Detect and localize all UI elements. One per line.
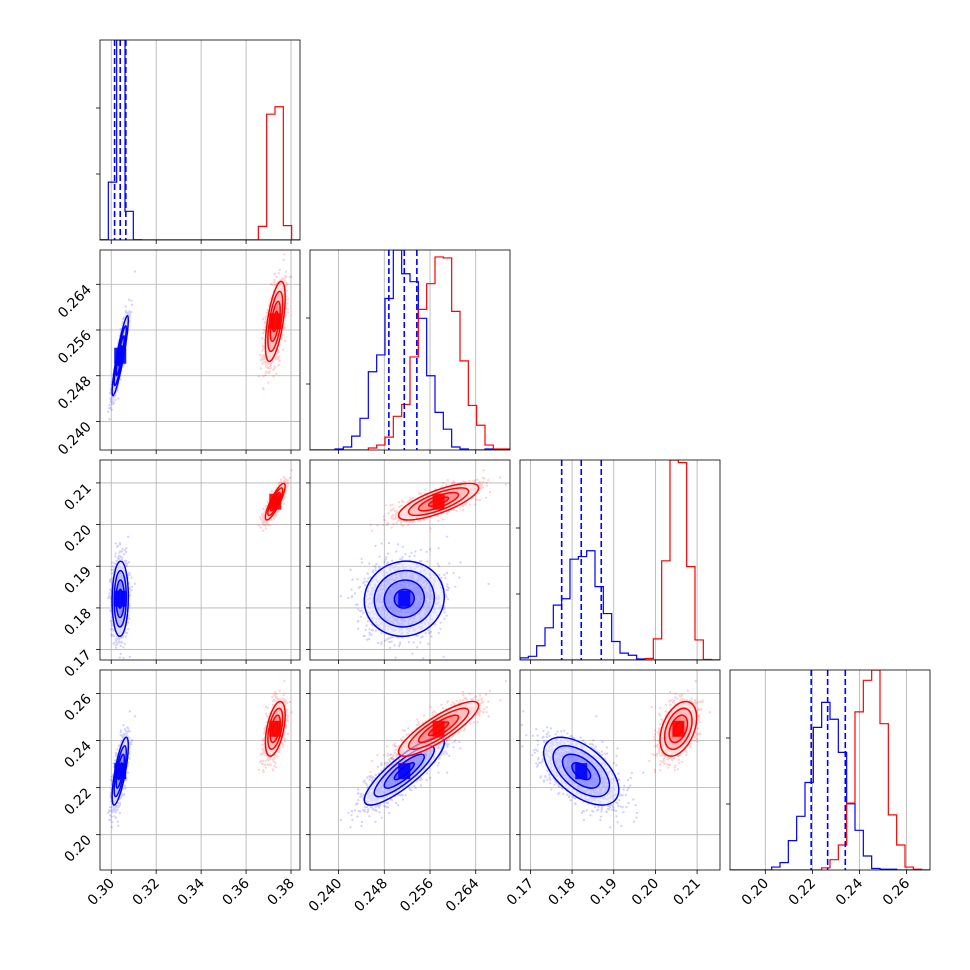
x-tick-label: 0.26	[880, 875, 913, 908]
density-peak	[114, 590, 127, 607]
x-tick-label: 0.20	[629, 876, 662, 909]
y-tick-label: 0.248	[55, 373, 95, 413]
y-tick-label: 0.20	[61, 832, 94, 865]
panel-2-1	[306, 459, 511, 664]
panel-content	[100, 40, 300, 240]
panel-content	[107, 469, 293, 660]
panel-3-0	[96, 669, 301, 874]
x-tick-label: 0.264	[443, 875, 483, 915]
x-tick-label: 0.18	[546, 876, 579, 909]
y-tick-label: 0.22	[61, 785, 94, 818]
x-tick-label: 0.32	[130, 876, 163, 909]
panel-0-0	[96, 39, 301, 244]
y-tick-label: 0.17	[61, 647, 94, 680]
density-peak	[398, 763, 411, 780]
density-peak	[672, 720, 685, 737]
panel-2-0	[96, 459, 301, 664]
panel-frame	[99, 249, 301, 451]
panel-content	[520, 680, 711, 829]
x-tick-label: 0.248	[351, 876, 391, 916]
histogram-0	[520, 550, 720, 660]
histogram-1	[100, 106, 300, 240]
y-tick-label: 0.20	[61, 522, 94, 555]
x-tick-label: 0.17	[504, 876, 537, 909]
panel-content	[107, 253, 293, 421]
x-tick-label: 0.19	[587, 876, 620, 909]
panel-2-2	[516, 459, 721, 664]
panel-content	[730, 670, 930, 870]
x-tick-label: 0.24	[833, 875, 866, 908]
density-peak	[269, 313, 282, 330]
y-tick-label: 0.24	[61, 738, 94, 771]
x-tick-label: 0.240	[306, 876, 346, 916]
x-tick-label: 0.256	[397, 875, 437, 915]
y-tick-label: 0.18	[61, 605, 94, 638]
panel-1-0	[96, 249, 301, 454]
panel-3-3	[726, 669, 931, 874]
panel-content	[310, 250, 510, 450]
density-peak	[114, 763, 127, 780]
panel-frame	[309, 459, 511, 661]
density-peak	[269, 493, 282, 510]
density-peak	[432, 720, 445, 737]
y-tick-label: 0.240	[55, 419, 95, 459]
panel-frame	[99, 669, 301, 871]
density-peak	[398, 590, 411, 607]
histogram-1	[730, 670, 930, 870]
panel-content	[339, 469, 507, 660]
density-peak	[114, 347, 127, 364]
panel-3-1	[306, 669, 511, 874]
density-peak	[432, 493, 445, 510]
panel-frame	[99, 39, 301, 241]
y-tick-label: 0.256	[55, 327, 95, 367]
histogram-0	[310, 250, 510, 450]
panel-frame	[309, 669, 511, 871]
panel-content	[107, 680, 293, 829]
x-tick-label: 0.36	[220, 875, 253, 908]
histogram-0	[100, 40, 300, 240]
y-tick-label: 0.26	[61, 691, 94, 724]
panel-frame	[519, 669, 721, 871]
panel-1-1	[306, 249, 511, 454]
histogram-0	[730, 701, 930, 870]
y-tick-label: 0.21	[61, 480, 94, 513]
x-tick-label: 0.34	[175, 875, 208, 908]
x-tick-label: 0.38	[264, 876, 297, 909]
histogram-1	[520, 460, 720, 660]
x-tick-label: 0.21	[671, 876, 704, 909]
panel-frame	[99, 459, 301, 661]
panel-content	[520, 460, 720, 660]
density-peak	[269, 720, 282, 737]
panel-frame	[519, 459, 721, 661]
panel-frame	[729, 669, 931, 871]
panel-3-2	[516, 669, 721, 874]
x-tick-label: 0.22	[786, 876, 819, 909]
x-tick-label: 0.30	[85, 876, 118, 909]
density-peak	[575, 763, 588, 780]
x-tick-label: 0.20	[739, 876, 772, 909]
panel-frame	[309, 249, 511, 451]
panel-content	[339, 680, 507, 829]
histogram-1	[310, 256, 510, 450]
y-tick-label: 0.264	[55, 282, 95, 322]
y-tick-label: 0.19	[61, 564, 94, 597]
